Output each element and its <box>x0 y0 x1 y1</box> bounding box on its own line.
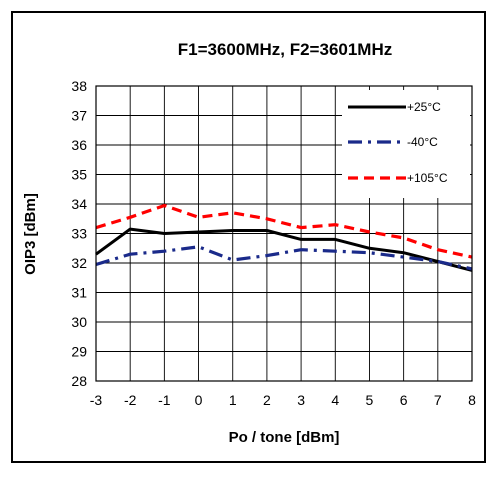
y-tick-labels: 28 29 30 31 32 33 34 35 36 37 38 <box>71 78 87 389</box>
y-tick-label: 29 <box>71 344 87 360</box>
x-tick-labels: -3 -2 -1 0 1 2 3 4 5 6 7 8 <box>90 392 476 408</box>
x-tick-label: 7 <box>434 392 442 408</box>
y-tick-label: 30 <box>71 314 87 330</box>
y-tick-label: 38 <box>71 78 87 94</box>
y-tick-label: 28 <box>71 373 87 389</box>
legend-label-0: +25°C <box>407 100 441 114</box>
x-axis-label: Po / tone [dBm] <box>229 429 340 446</box>
legend-label-2: +105°C <box>407 171 448 185</box>
y-tick-label: 35 <box>71 167 87 183</box>
x-tick-label: -3 <box>90 392 103 408</box>
series-line-1 <box>95 245 473 271</box>
x-tick-label: 6 <box>400 392 408 408</box>
y-tick-label: 37 <box>71 108 87 124</box>
x-tick-label: 5 <box>366 392 374 408</box>
x-tick-label: -1 <box>158 392 171 408</box>
y-tick-label: 34 <box>71 196 87 212</box>
plot-area-border <box>95 85 473 382</box>
legend-label-1: -40°C <box>407 135 438 149</box>
x-tick-label: 8 <box>468 392 476 408</box>
outer-border <box>11 11 486 463</box>
y-tick-label: 36 <box>71 137 87 153</box>
x-tick-label: 3 <box>297 392 305 408</box>
legend: +25°C -40°C +105°C <box>342 90 470 198</box>
y-tick-label: 32 <box>71 255 87 271</box>
x-tick-label: 1 <box>229 392 237 408</box>
series-lines <box>95 203 473 272</box>
y-tick-label: 31 <box>71 285 87 301</box>
series-line-2 <box>95 203 473 259</box>
x-tick-label: -2 <box>124 392 137 408</box>
series-line-0 <box>95 227 473 272</box>
x-tick-label: 0 <box>195 392 203 408</box>
x-tick-label: 4 <box>331 392 339 408</box>
y-tick-label: 33 <box>71 226 87 242</box>
chart-title: F1=3600MHz, F2=3601MHz <box>178 40 393 59</box>
x-tick-label: 2 <box>263 392 271 408</box>
y-axis-label: OIP3 [dBm] <box>22 193 39 275</box>
